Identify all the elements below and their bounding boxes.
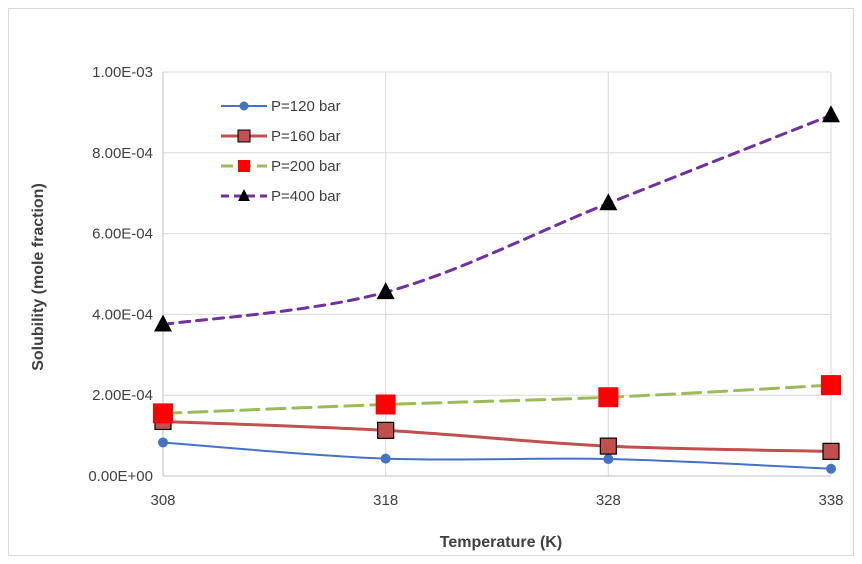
legend-label: P=120 bar — [271, 98, 341, 115]
data-point-4 — [599, 193, 618, 211]
data-point-2 — [377, 421, 395, 439]
legend-marker — [239, 101, 249, 111]
data-point-3 — [821, 375, 841, 396]
solubility-line-chart: 308 318 328 338 0.00E+00 2.00E-04 4.00E-04 6.0… — [30, 64, 844, 551]
y-tick-label: 6.00E-04 — [92, 226, 153, 243]
legend-marker — [238, 189, 250, 201]
y-tick-label: 0.00E+00 — [88, 468, 153, 485]
chart-container: 308 318 328 338 0.00E+00 2.00E-04 4.00E-04 6.0… — [8, 8, 854, 556]
legend: P=120 bar P=160 bar P=200 bar P=400 bar — [221, 98, 341, 205]
data-point-2 — [822, 442, 840, 460]
data-point-3 — [598, 387, 619, 408]
series-line-1 — [162, 441, 832, 470]
y-tick-label: 2.00E-04 — [92, 387, 153, 404]
data-point-4 — [376, 282, 395, 300]
legend-label: P=200 bar — [271, 158, 341, 175]
x-tick-label: 328 — [596, 492, 621, 509]
legend-label: P=400 bar — [271, 188, 341, 205]
y-tick-label: 1.00E-03 — [92, 64, 153, 81]
x-axis-title: Temperature (K) — [440, 534, 562, 551]
series-line-3 — [161, 383, 833, 415]
gridlines — [163, 71, 832, 476]
data-point-1 — [380, 453, 391, 464]
data-point-2 — [599, 437, 617, 455]
y-tick-label: 4.00E-04 — [92, 306, 153, 323]
x-axis: 308 318 328 338 — [150, 475, 844, 509]
x-tick-label: 308 — [150, 492, 175, 509]
x-tick-label: 338 — [818, 492, 843, 509]
series-lines — [161, 113, 833, 470]
y-axis: 0.00E+00 2.00E-04 4.00E-04 6.00E-04 8.00E-04… — [88, 64, 164, 485]
legend-label: P=160 bar — [271, 128, 341, 145]
series-line-2 — [161, 419, 833, 453]
series-markers — [153, 105, 841, 474]
data-point-3 — [375, 394, 396, 415]
series-line-4 — [161, 113, 833, 326]
x-tick-label: 318 — [373, 492, 398, 509]
data-point-1 — [826, 463, 836, 474]
legend-marker — [237, 129, 251, 143]
data-point-1 — [603, 454, 614, 465]
y-tick-label: 8.00E-04 — [92, 145, 153, 162]
data-point-4 — [822, 105, 840, 123]
data-point-3 — [153, 403, 173, 424]
data-point-4 — [154, 314, 172, 332]
y-axis-title: Solubility (mole fraction) — [30, 183, 47, 371]
legend-marker — [238, 160, 250, 172]
data-point-1 — [158, 437, 168, 448]
